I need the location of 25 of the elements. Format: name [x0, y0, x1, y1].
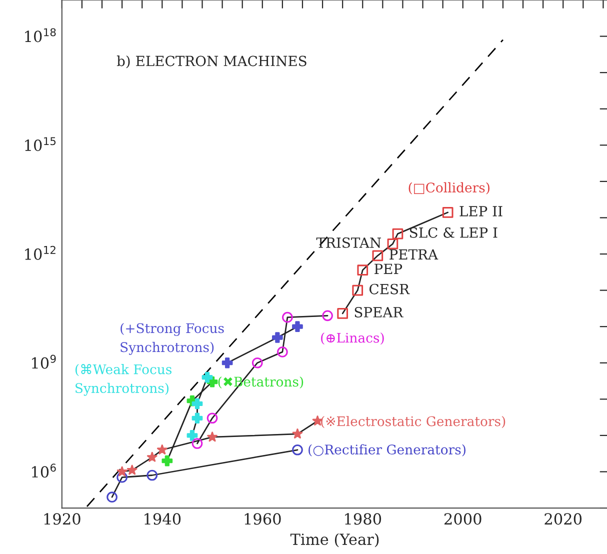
series-label: (⊕Linacs) [321, 332, 384, 345]
annotation: CESR [370, 284, 410, 294]
annotation: SLC & LEP I [410, 227, 498, 238]
x-tick-label: 2000 [444, 513, 482, 525]
series-label: (+Strong Focus Synchrotrons) [120, 322, 224, 355]
series-label: (○Rectifier Generators) [308, 444, 466, 456]
annotation: b) ELECTRON MACHINES [116, 55, 306, 68]
annotation: SPEAR [354, 306, 404, 318]
y-tick-label: 10$^{15}$ [25, 137, 56, 152]
y-tick-label: 10$^{12}$ [25, 246, 56, 260]
x-tick-label: 1920 [44, 513, 80, 525]
annotation: LEP II [460, 206, 502, 216]
x-axis-title: Time (Year) [290, 533, 379, 548]
y-tick-label: 10$^{9}$ [32, 354, 56, 369]
x-tick-label: 1940 [144, 513, 181, 525]
x-tick-label: 2020 [544, 513, 582, 525]
x-tick-label: 1980 [345, 513, 382, 525]
y-tick-label: 10$^{6}$ [32, 464, 56, 478]
series-label: (□Colliders) [408, 182, 490, 194]
series-label: (※Electrostatic Generators) [321, 416, 506, 428]
annotation: PETRA [390, 249, 438, 260]
x-tick-label: 1960 [244, 513, 281, 525]
annotation: PEP [374, 264, 402, 274]
series-label: (⌘Weak Focus Synchrotrons) [75, 364, 172, 396]
y-tick-label: 10$^{18}$ [25, 28, 56, 42]
